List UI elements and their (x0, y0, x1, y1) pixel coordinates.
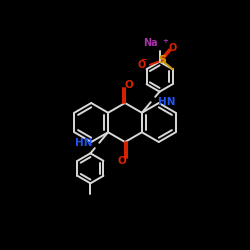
Text: HN: HN (75, 138, 92, 148)
Text: HN: HN (158, 97, 175, 107)
Text: O: O (117, 156, 126, 166)
Text: +: + (162, 38, 168, 44)
Text: −: − (140, 55, 147, 64)
Text: O: O (169, 43, 177, 53)
Text: O: O (138, 60, 146, 70)
Text: O: O (124, 80, 133, 90)
Text: S: S (158, 55, 166, 65)
Text: Na: Na (143, 38, 158, 48)
